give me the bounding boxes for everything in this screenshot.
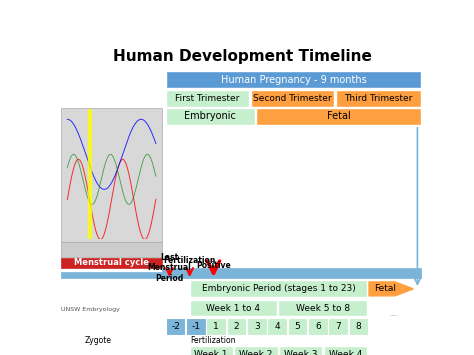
FancyBboxPatch shape	[267, 318, 287, 334]
Text: Week 3: Week 3	[284, 350, 318, 355]
FancyBboxPatch shape	[247, 318, 267, 334]
FancyBboxPatch shape	[190, 280, 367, 297]
FancyBboxPatch shape	[190, 346, 233, 355]
Text: Week 1 to 4: Week 1 to 4	[206, 304, 260, 312]
FancyBboxPatch shape	[166, 318, 185, 334]
Text: Embryonic Period (stages 1 to 23): Embryonic Period (stages 1 to 23)	[201, 284, 356, 293]
FancyBboxPatch shape	[61, 258, 162, 268]
Text: Fetal: Fetal	[374, 284, 396, 293]
FancyBboxPatch shape	[288, 318, 307, 334]
FancyBboxPatch shape	[308, 318, 328, 334]
Text: -2: -2	[171, 322, 180, 331]
FancyBboxPatch shape	[186, 318, 206, 334]
FancyBboxPatch shape	[61, 108, 162, 242]
Text: Fertilization: Fertilization	[191, 336, 236, 345]
Text: Human Development Timeline: Human Development Timeline	[113, 49, 373, 65]
FancyBboxPatch shape	[336, 89, 421, 106]
Text: Fertilization: Fertilization	[164, 256, 216, 265]
Text: 1: 1	[213, 322, 219, 331]
Text: Second Trimester: Second Trimester	[253, 94, 332, 103]
FancyBboxPatch shape	[235, 346, 277, 355]
FancyBboxPatch shape	[349, 318, 368, 334]
Text: 3: 3	[254, 322, 260, 331]
FancyBboxPatch shape	[61, 272, 166, 278]
Text: UNSW Embryology: UNSW Embryology	[61, 307, 120, 312]
FancyBboxPatch shape	[190, 300, 277, 317]
FancyBboxPatch shape	[166, 108, 255, 125]
Text: 4: 4	[274, 322, 280, 331]
Text: Last
Menstrual
Period: Last Menstrual Period	[147, 253, 191, 283]
FancyBboxPatch shape	[61, 242, 162, 257]
Text: Positive: Positive	[196, 261, 231, 270]
Text: -1: -1	[191, 322, 201, 331]
Text: 5: 5	[295, 322, 301, 331]
FancyBboxPatch shape	[279, 346, 322, 355]
FancyBboxPatch shape	[227, 318, 246, 334]
Text: Week 4: Week 4	[329, 350, 362, 355]
Text: Week 2: Week 2	[239, 350, 273, 355]
Text: 6: 6	[315, 322, 321, 331]
Text: Third Trimester: Third Trimester	[344, 94, 413, 103]
Text: 7: 7	[335, 322, 341, 331]
Text: 2: 2	[234, 322, 239, 331]
FancyBboxPatch shape	[256, 108, 421, 125]
FancyBboxPatch shape	[251, 89, 334, 106]
Text: Embryonic: Embryonic	[184, 111, 236, 121]
FancyBboxPatch shape	[207, 318, 226, 334]
FancyBboxPatch shape	[166, 71, 421, 88]
Text: Human Pregnancy - 9 months: Human Pregnancy - 9 months	[220, 75, 366, 85]
Text: Week 1: Week 1	[194, 350, 228, 355]
FancyBboxPatch shape	[328, 318, 348, 334]
Text: 8: 8	[356, 322, 361, 331]
Text: Fetal: Fetal	[327, 111, 351, 121]
FancyBboxPatch shape	[324, 346, 367, 355]
FancyBboxPatch shape	[278, 300, 367, 317]
FancyBboxPatch shape	[166, 89, 249, 106]
Text: Week 5 to 8: Week 5 to 8	[296, 304, 350, 312]
Text: Menstrual cycle: Menstrual cycle	[74, 258, 149, 267]
Ellipse shape	[383, 316, 404, 340]
Text: Zygote: Zygote	[84, 335, 111, 345]
FancyArrow shape	[369, 282, 413, 296]
FancyBboxPatch shape	[162, 268, 421, 278]
Text: First Trimester: First Trimester	[175, 94, 239, 103]
